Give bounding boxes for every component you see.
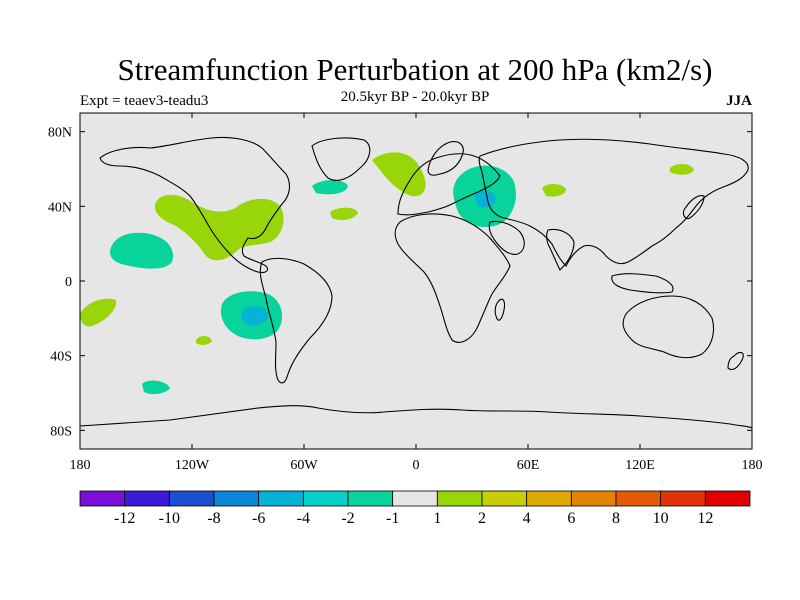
colorbar-swatch — [258, 490, 304, 507]
coast-new-zealand — [727, 351, 744, 371]
experiment-label: Expt = teaev3-teadu3 — [80, 93, 209, 109]
lon-tick-label: 60E — [517, 458, 540, 473]
colorbar-label: 1 — [433, 510, 441, 527]
coast-africa — [394, 213, 511, 343]
colorbar-swatch — [660, 490, 706, 507]
coast-japan — [682, 195, 705, 220]
anomaly-south-pacific-west — [80, 298, 117, 327]
coast-arabia — [488, 220, 525, 255]
coast-asia — [478, 138, 749, 267]
coast-scandinavia — [427, 141, 464, 176]
colorbar-swatch — [79, 490, 126, 507]
anomaly-central-pacific — [110, 232, 174, 269]
colorbar-label: -1 — [386, 510, 399, 527]
colorbar-label: -8 — [207, 510, 220, 527]
lat-tick-label: 0 — [65, 275, 72, 290]
colorbar-label: 10 — [653, 510, 669, 527]
lat-tick-label: 40S — [50, 350, 72, 365]
colorbar-label: 2 — [478, 510, 486, 527]
colorbar-label: 6 — [567, 510, 575, 527]
colorbar-swatch — [124, 490, 170, 507]
lon-tick-label: 120W — [175, 458, 210, 473]
lat-tick-label: 80S — [50, 424, 72, 439]
lon-tick-label: 180 — [742, 458, 763, 473]
coast-australia — [622, 295, 715, 359]
colorbar-swatch — [570, 490, 617, 507]
colorbar-swatch — [436, 490, 483, 507]
coast-europe — [397, 153, 501, 216]
anomaly-southern-ocean — [142, 380, 170, 395]
colorbar-label: 8 — [612, 510, 620, 527]
colorbar-label: -6 — [252, 510, 265, 527]
colorbar-label: -2 — [341, 510, 354, 527]
lat-tick-label: 80N — [48, 126, 72, 141]
anomaly-north-atlantic — [372, 152, 426, 197]
colorbar-swatch — [347, 490, 394, 507]
coast-greenland — [311, 137, 371, 181]
lat-tick-label: 40N — [48, 200, 72, 215]
anomaly-eastern-europe-core — [474, 190, 496, 208]
colorbar-swatch — [392, 490, 438, 507]
anomaly-northeast-asia — [670, 164, 694, 175]
anomaly-central-asia — [542, 183, 566, 197]
anomaly-south-pacific-small — [196, 335, 212, 346]
lon-tick-label: 120E — [625, 458, 655, 473]
map-title: Streamfunction Perturbation at 200 hPa (… — [117, 52, 713, 87]
lon-tick-label: 60W — [290, 458, 318, 473]
colorbar-label: -10 — [159, 510, 180, 527]
colorbar-swatch — [213, 490, 260, 507]
colorbar-swatch — [526, 490, 572, 507]
season-label: JJA — [726, 93, 752, 109]
colorbar: -12 -10 -8 -6 -4 -2 -1 1 2 4 6 8 10 12 — [79, 490, 751, 527]
coast-india — [545, 228, 575, 271]
coast-indonesia — [611, 273, 674, 294]
coast-north-america — [99, 136, 291, 274]
coastlines — [80, 136, 752, 429]
colorbar-label: -4 — [297, 510, 310, 527]
colorbar-label: 4 — [523, 510, 531, 527]
colorbar-label: -12 — [114, 510, 135, 527]
anomaly-north-atlantic-mid — [312, 180, 348, 195]
axis-ticks: 180 120W 60W 0 60E 120E 180 80N 40N 0 40S 80S — [48, 113, 763, 473]
period-subtitle: 20.5kyr BP - 20.0kyr BP — [340, 89, 490, 105]
anomaly-north-pacific-gulf — [154, 194, 284, 261]
anomaly-southeast-pacific-core — [241, 306, 269, 326]
colorbar-swatch — [302, 490, 349, 507]
coast-south-america — [259, 257, 333, 384]
colorbar-swatch — [615, 490, 662, 507]
colorbar-swatch — [481, 490, 528, 507]
coast-madagascar — [494, 298, 506, 321]
lon-tick-label: 180 — [70, 458, 91, 473]
colorbar-label: 12 — [697, 510, 713, 527]
coast-antarctica — [80, 405, 752, 429]
colorbar-swatch — [168, 490, 215, 507]
anomaly-mid-atlantic — [330, 207, 358, 221]
lon-tick-label: 0 — [413, 458, 420, 473]
colorbar-swatch — [704, 490, 751, 507]
